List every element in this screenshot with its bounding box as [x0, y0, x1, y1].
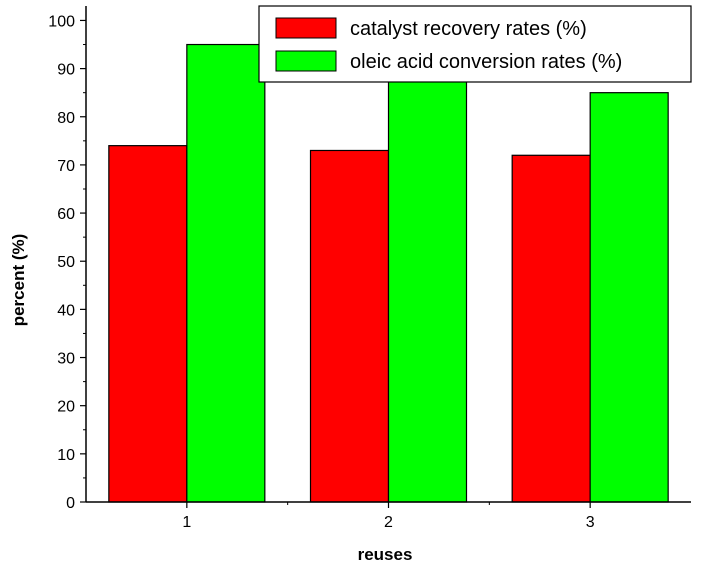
- y-tick-label-80: 80: [57, 110, 75, 127]
- bar-series2-reuse-2: [387, 77, 468, 503]
- x-axis-title: reuses: [358, 545, 413, 564]
- y-axis-title: percent (%): [9, 234, 28, 327]
- axes-layer: 0 10 20 30 40 50 60 70 80 90 100 1 2 3: [48, 6, 691, 531]
- legend-swatch-catalyst-recovery: [275, 17, 337, 39]
- legend-swatch-oleic-acid-conversion: [275, 50, 337, 72]
- bar-series2-reuse-1: [186, 43, 266, 503]
- y-tick-label-10: 10: [57, 447, 75, 464]
- y-tick-label-100: 100: [48, 13, 75, 30]
- y-tick-label-50: 50: [57, 254, 75, 271]
- y-tick-label-70: 70: [57, 158, 75, 175]
- legend-label-oleic-acid-conversion: oleic acid conversion rates (%): [350, 51, 622, 73]
- legend: catalyst recovery rates (%) oleic acid c…: [258, 5, 692, 83]
- bar-series1-reuse-2: [309, 149, 390, 503]
- bars-layer: [108, 43, 669, 503]
- y-tick-label-20: 20: [57, 399, 75, 416]
- x-tick-label-1: 1: [182, 514, 191, 531]
- legend-label-catalyst-recovery: catalyst recovery rates (%): [350, 18, 587, 40]
- bar-series2-reuse-3: [589, 92, 669, 503]
- y-tick-label-60: 60: [57, 206, 75, 223]
- y-tick-label-90: 90: [57, 62, 75, 79]
- y-tick-label-0: 0: [66, 495, 75, 512]
- x-tick-label-3: 3: [586, 514, 595, 531]
- bar-series1-reuse-1: [108, 145, 188, 503]
- y-tick-label-40: 40: [57, 302, 75, 319]
- y-tick-label-30: 30: [57, 351, 75, 368]
- bar-series1-reuse-3: [511, 154, 591, 503]
- x-tick-label-2: 2: [384, 514, 393, 531]
